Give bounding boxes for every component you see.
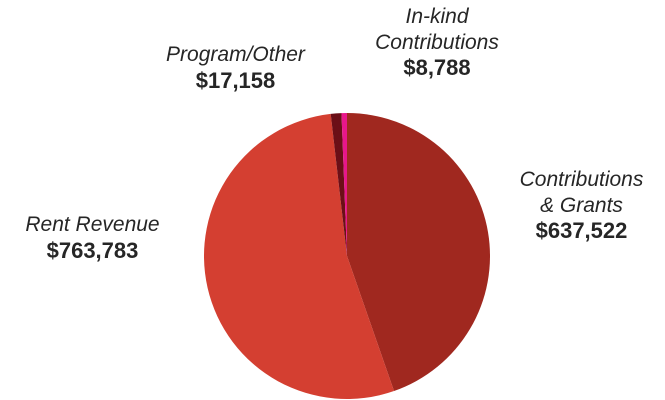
slice-label-program-other: Program/Other $17,158: [138, 42, 333, 94]
slice-value-in-kind: $8,788: [403, 55, 471, 81]
slice-value-rent-revenue: $763,783: [46, 237, 139, 263]
slice-value-contributions-grants: $637,522: [535, 218, 628, 244]
pie-slice-rent-revenue: [204, 113, 395, 399]
pie-slice-program-other: [330, 113, 347, 257]
slice-name-contributions-grants-line1: Contributions: [519, 168, 644, 191]
pie-slice-in-kind: [341, 113, 347, 256]
slice-label-contributions-grants: Contributions & Grants $637,522: [498, 167, 665, 245]
slice-label-in-kind: In-kind Contributions $8,788: [352, 4, 522, 82]
pie-slices: [204, 113, 491, 399]
slice-name-rent-revenue: Rent Revenue: [25, 213, 160, 236]
slice-value-program-other: $17,158: [195, 67, 276, 93]
slice-name-in-kind-line1: In-kind: [405, 5, 469, 28]
slice-name-program-other: Program/Other: [166, 43, 305, 66]
slice-name-contributions-grants-line2: & Grants: [540, 193, 623, 217]
slice-label-rent-revenue: Rent Revenue $763,783: [0, 212, 185, 264]
pie-slice-contributions-grants: [347, 113, 491, 392]
slice-name-in-kind-line2: Contributions: [375, 30, 499, 54]
